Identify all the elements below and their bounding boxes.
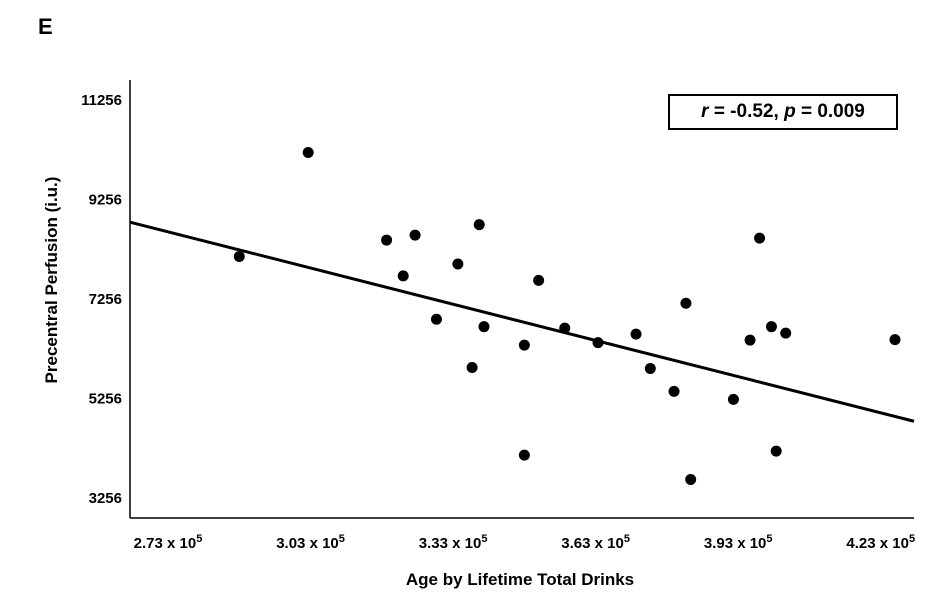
y-axis-title: Precentral Perfusion (i.u.): [42, 177, 61, 384]
data-point: [466, 361, 478, 373]
data-point: [754, 232, 766, 244]
data-point: [518, 339, 530, 351]
data-point: [780, 327, 792, 339]
data-point: [518, 449, 530, 461]
data-point: [685, 473, 697, 485]
x-tick-labels: 2.73 x 105 3.03 x 105 3.33 x 105 3.63 x 105…: [134, 533, 915, 552]
data-point: [559, 322, 571, 334]
r-value: = -0.52,: [713, 101, 779, 122]
data-point: [765, 321, 777, 333]
x-tick-label: 3.03 x 105: [276, 533, 345, 552]
data-point: [889, 334, 901, 346]
y-tick-label: 5256: [89, 391, 122, 408]
data-point: [302, 146, 314, 158]
x-tick-label: 2.73 x 105: [134, 533, 203, 552]
axes: [129, 80, 914, 519]
p-label: p: [784, 101, 796, 122]
data-point: [233, 250, 245, 262]
data-point: [452, 258, 464, 270]
data-point: [473, 219, 485, 231]
data-point: [409, 229, 421, 241]
x-tick-label: 3.93 x 105: [704, 533, 773, 552]
correlation-annotation: r = -0.52, p = 0.009: [668, 94, 898, 130]
data-point: [630, 328, 642, 340]
y-tick-label: 3256: [89, 490, 122, 507]
data-point: [592, 337, 604, 349]
data-point: [478, 321, 490, 333]
x-axis-title: Age by Lifetime Total Drinks: [406, 570, 634, 589]
x-tick-label: 3.63 x 105: [561, 533, 630, 552]
data-point: [680, 297, 692, 309]
data-point: [744, 334, 756, 346]
p-value: = 0.009: [800, 101, 865, 122]
y-tick-label: 7256: [89, 291, 122, 308]
y-tick-label: 9256: [89, 191, 122, 208]
y-tick-label: 11256: [81, 92, 122, 109]
x-tick-label: 3.33 x 105: [419, 533, 488, 552]
data-point: [727, 393, 739, 405]
regression-line: [129, 220, 915, 423]
data-point: [668, 385, 680, 397]
x-tick-label: 4.23 x 105: [846, 533, 915, 552]
data-point: [381, 234, 393, 246]
r-label: r: [701, 101, 709, 122]
panel-label: E: [38, 14, 53, 39]
data-point: [770, 445, 782, 457]
data-point: [430, 313, 442, 325]
data-points: [233, 146, 901, 485]
data-point: [644, 362, 656, 374]
data-point: [397, 270, 409, 282]
data-point: [533, 274, 545, 286]
y-tick-labels: 11256 9256 7256 5256 3256: [81, 92, 122, 507]
